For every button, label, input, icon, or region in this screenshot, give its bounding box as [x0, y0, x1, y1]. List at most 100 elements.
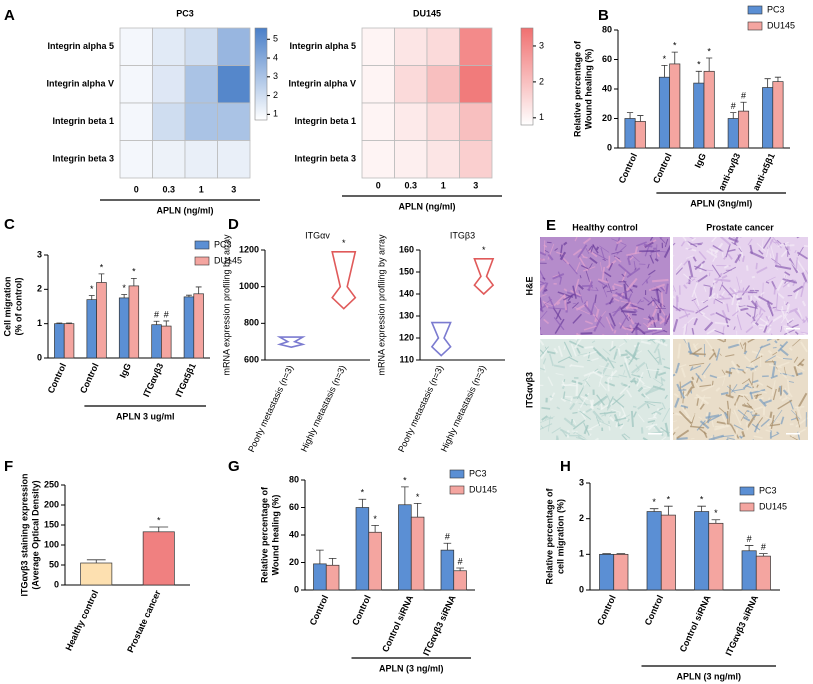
- texture-stroke: [680, 380, 692, 389]
- texture-stroke: [660, 376, 664, 386]
- texture-stroke: [597, 278, 609, 284]
- texture-stroke: [651, 329, 666, 335]
- error-bar: [616, 553, 626, 555]
- texture-stroke: [575, 262, 581, 273]
- scale-bar: [648, 433, 662, 435]
- texture-stroke: [623, 369, 626, 375]
- heatmap-cell: [152, 140, 186, 179]
- y-tick-label: 0: [579, 584, 584, 594]
- texture-stroke: [540, 310, 548, 320]
- texture-stroke: [601, 266, 606, 281]
- texture-stroke: [580, 264, 589, 270]
- texture-stroke: [563, 288, 568, 292]
- y-tick-label: 2: [37, 284, 42, 294]
- texture-stroke: [780, 249, 788, 258]
- texture-stroke: [677, 343, 681, 359]
- texture-stroke: [663, 330, 668, 333]
- texture-stroke: [726, 400, 730, 410]
- texture-stroke: [562, 397, 572, 402]
- texture-stroke: [630, 377, 636, 383]
- x-tick-label: 3: [231, 184, 236, 194]
- texture-stroke: [647, 419, 656, 423]
- texture-stroke: [795, 417, 808, 428]
- texture-stroke: [585, 408, 593, 413]
- texture-stroke: [710, 250, 713, 256]
- texture-stroke: [583, 325, 597, 331]
- texture-stroke: [689, 362, 705, 367]
- texture-stroke: [644, 237, 646, 238]
- texture-stroke: [726, 438, 729, 440]
- y-tick-label: 150: [399, 266, 414, 276]
- texture-stroke: [649, 254, 655, 264]
- texture-stroke: [701, 384, 715, 392]
- texture-stroke: [626, 298, 638, 313]
- x-tick-label: 0.3: [162, 184, 175, 194]
- texture-stroke: [771, 359, 778, 370]
- error-bar: [186, 294, 192, 297]
- y-tick-label: 3: [37, 249, 42, 259]
- error-bar: [695, 70, 702, 84]
- texture-stroke: [585, 380, 591, 387]
- texture-stroke: [690, 380, 695, 389]
- error-bar: [358, 498, 367, 508]
- legend-swatch: [194, 240, 210, 250]
- texture-stroke: [699, 403, 705, 410]
- texture-stroke: [721, 284, 734, 298]
- y-tick-label: 140: [399, 288, 414, 298]
- texture-stroke: [574, 306, 590, 315]
- texture-stroke: [800, 341, 808, 353]
- y-axis-label: cell migration (%): [555, 499, 565, 574]
- violin: [331, 251, 357, 310]
- texture-stroke: [678, 308, 695, 313]
- texture-stroke: [758, 308, 762, 315]
- texture-stroke: [698, 427, 707, 435]
- texture-stroke: [711, 380, 714, 386]
- significance-marker: #: [761, 542, 766, 552]
- texture-stroke: [777, 340, 789, 352]
- significance-marker: *: [100, 262, 104, 272]
- texture-stroke: [659, 286, 666, 292]
- texture-stroke: [730, 424, 740, 439]
- texture-stroke: [733, 326, 736, 330]
- texture-stroke: [598, 371, 604, 387]
- y-axis-label: Relative percentage of: [544, 487, 554, 584]
- heatmap-cell: [426, 140, 460, 179]
- texture-stroke: [540, 416, 555, 424]
- texture-stroke: [673, 242, 676, 246]
- texture-stroke: [716, 374, 730, 379]
- texture-stroke: [660, 427, 669, 434]
- texture-stroke: [736, 302, 741, 312]
- texture-stroke: [783, 366, 786, 375]
- texture-stroke: [750, 313, 759, 324]
- texture-stroke: [595, 287, 599, 292]
- texture-stroke: [742, 416, 751, 422]
- legend-swatch: [739, 502, 755, 512]
- error-bar: [149, 526, 169, 532]
- texture-stroke: [748, 382, 755, 393]
- texture-stroke: [647, 339, 657, 342]
- texture-stroke: [612, 305, 622, 317]
- x-tick-label: Healthy control: [63, 589, 100, 653]
- texture-stroke: [655, 410, 662, 416]
- texture: [673, 339, 808, 440]
- texture-stroke: [721, 369, 726, 376]
- texture-stroke: [616, 239, 623, 245]
- significance-marker: *: [342, 238, 346, 248]
- texture-stroke: [574, 339, 582, 349]
- texture-stroke: [605, 316, 614, 332]
- texture-stroke: [544, 415, 549, 421]
- texture-stroke: [711, 264, 721, 278]
- texture-stroke: [596, 408, 601, 410]
- texture-stroke: [582, 256, 588, 259]
- texture-stroke: [571, 430, 578, 433]
- texture-stroke: [599, 365, 612, 370]
- error-bar: [649, 508, 659, 512]
- texture-stroke: [563, 241, 568, 246]
- texture-stroke: [540, 346, 549, 358]
- texture-stroke: [742, 383, 750, 390]
- texture-stroke: [621, 310, 636, 314]
- texture-stroke: [619, 314, 629, 329]
- texture-stroke: [796, 237, 800, 239]
- significance-marker: #: [747, 534, 752, 544]
- texture-stroke: [611, 409, 620, 413]
